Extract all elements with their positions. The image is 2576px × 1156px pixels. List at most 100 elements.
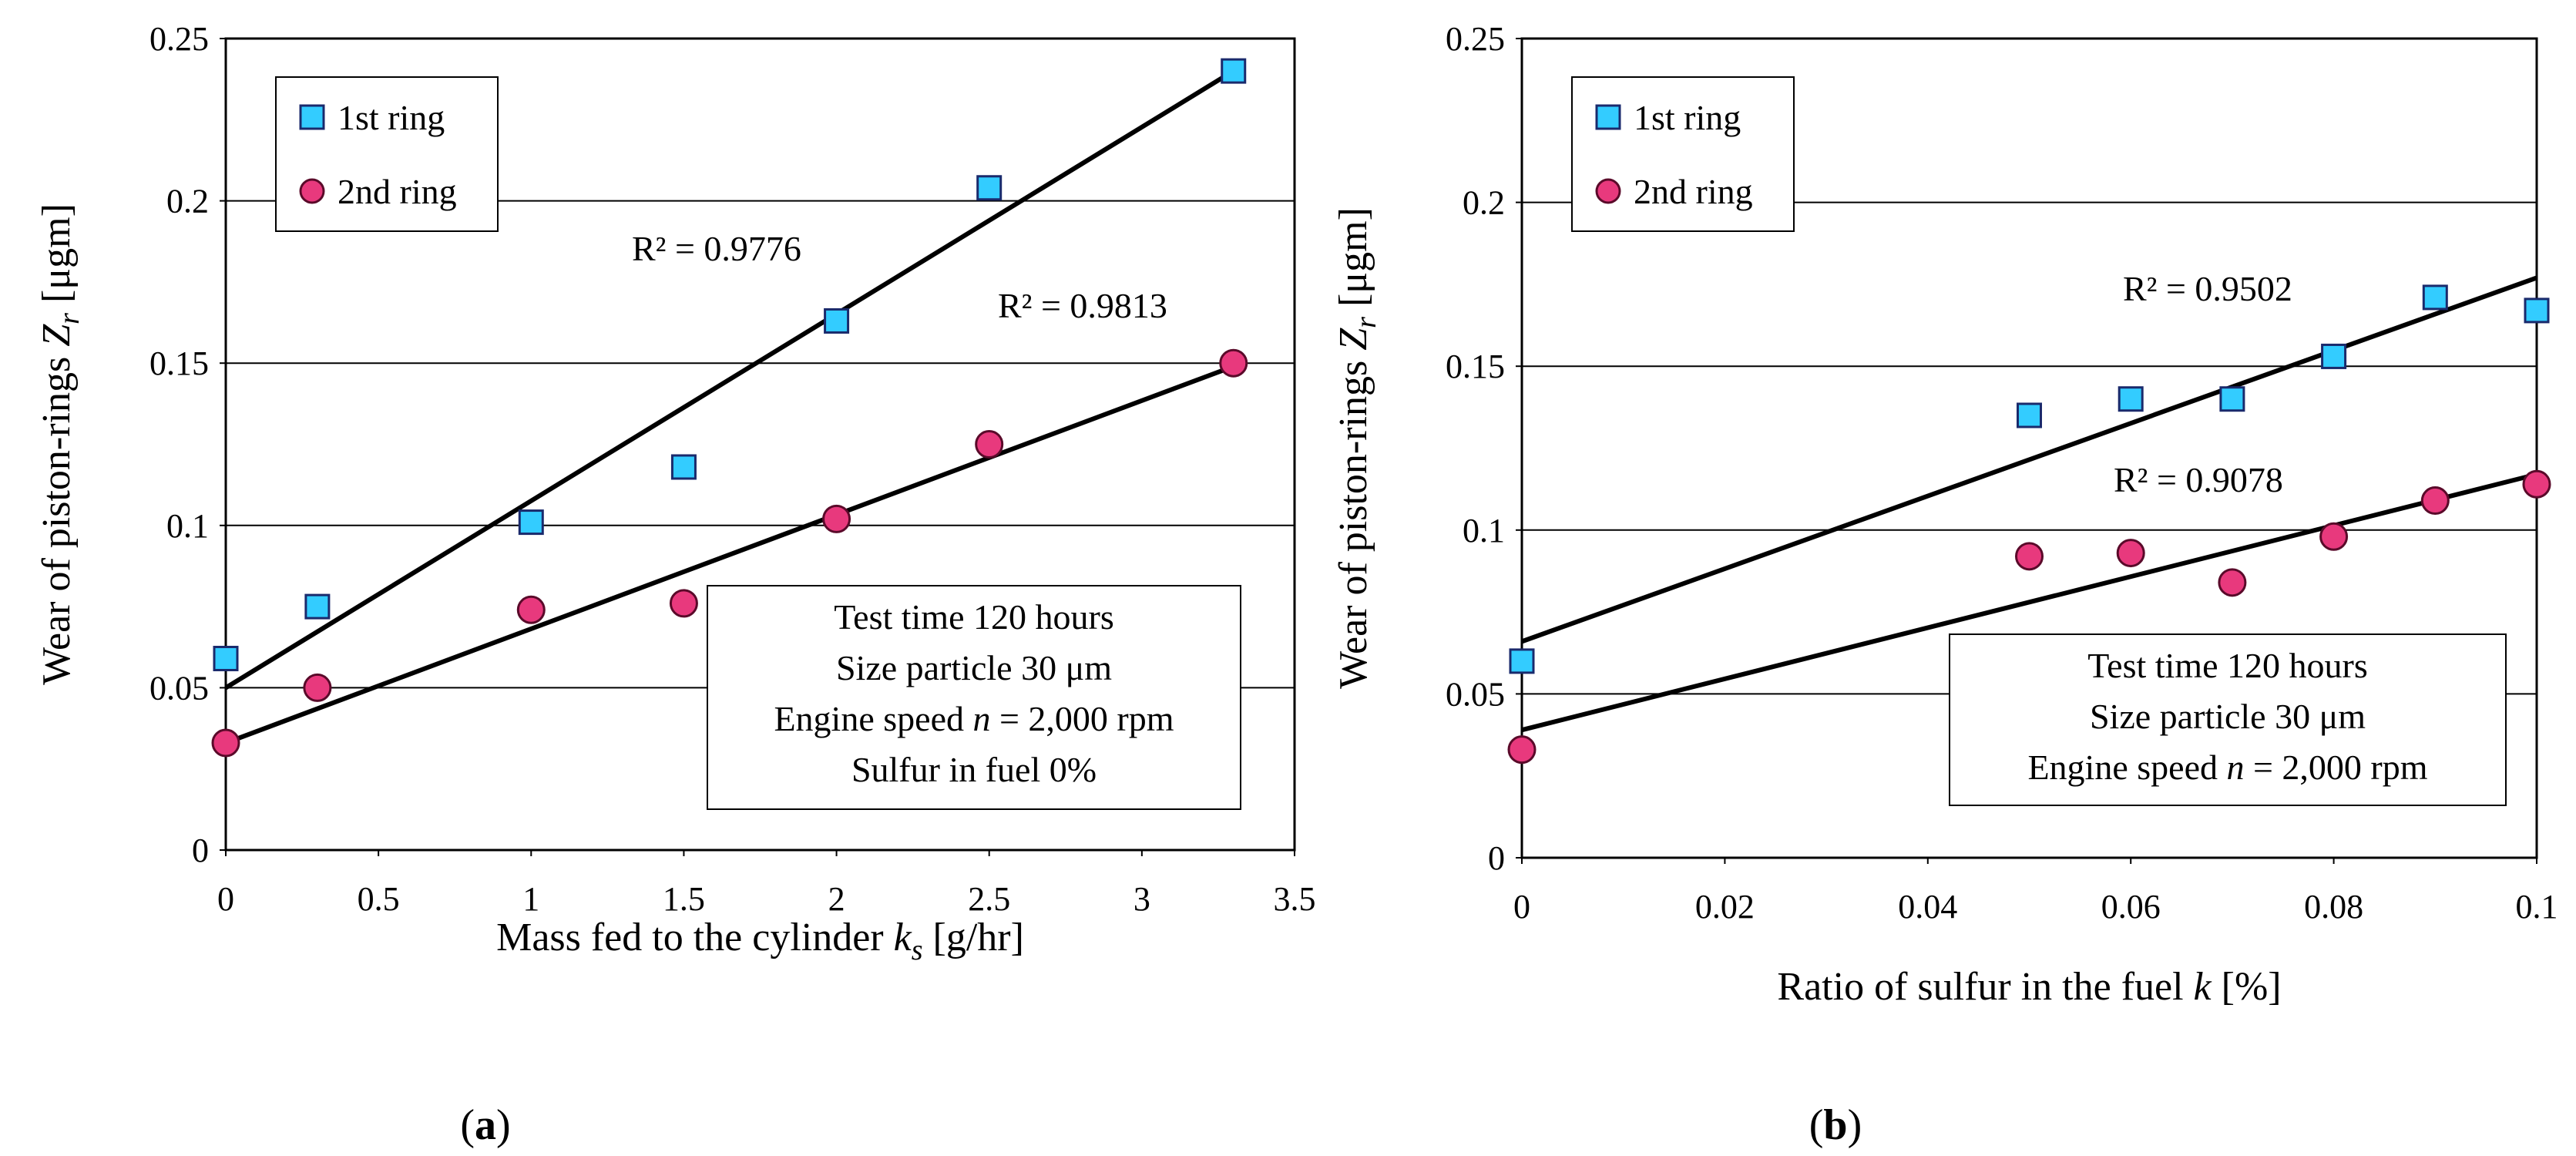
annotation-box (707, 585, 1241, 810)
x-tick-label: 0.08 (2304, 888, 2363, 926)
x-axis-label: Ratio of sulfur in the fuel k [%] (1777, 965, 2281, 1009)
y-tick-label: 0.25 (1446, 20, 1505, 58)
data-point-2nd-ring (1219, 348, 1248, 378)
trendline-1st-ring (1520, 275, 2538, 644)
x-axis-label-sub: s (912, 934, 923, 966)
y-axis-label-main: Wear of piston-rings (35, 347, 79, 685)
y-tick-label: 0 (192, 832, 209, 869)
y-axis-label-main: Wear of piston-rings (1332, 351, 1375, 689)
legend-label: 2nd ring (338, 172, 457, 211)
y-axis-label-var: Z (1332, 328, 1375, 351)
r-squared-label: R² = 0.9502 (2123, 269, 2292, 308)
x-axis-label-var: k (2194, 965, 2212, 1009)
y-axis-label-sub: r (53, 313, 86, 324)
panel-label: (a) (460, 1101, 510, 1149)
data-point-1st-ring (304, 593, 331, 620)
data-point-1st-ring (2524, 297, 2550, 324)
y-tick-label: 0 (1488, 839, 1505, 877)
data-point-2nd-ring (2420, 486, 2450, 516)
data-point-1st-ring (2422, 284, 2448, 311)
data-point-1st-ring (824, 307, 850, 334)
x-axis-label-unit: [%] (2212, 965, 2282, 1009)
r-squared-label: R² = 0.9813 (998, 286, 1167, 325)
data-point-1st-ring (976, 175, 1003, 201)
data-point-2nd-ring (2522, 469, 2551, 499)
annotation-line: Size particle 30 μm (836, 648, 1112, 687)
panel-label: (b) (1809, 1101, 1862, 1149)
annotation-line: Test time 120 hours (2087, 646, 2367, 685)
panel-label-close: ) (1848, 1101, 1862, 1149)
trendline-2nd-ring (224, 364, 1234, 745)
x-tick-label: 0 (1513, 888, 1530, 926)
data-point-1st-ring (670, 454, 697, 480)
y-axis-label: Wear of piston-rings Zr [μgm] (1332, 207, 1382, 689)
x-tick-label: 0.06 (2101, 888, 2161, 926)
legend-box (275, 76, 499, 232)
annotation-line: Sulfur in fuel 0% (851, 750, 1097, 789)
r-squared-label: R² = 0.9776 (632, 229, 801, 268)
x-tick-label: 0.1 (2516, 888, 2558, 926)
y-tick-label: 0.15 (149, 344, 209, 382)
y-axis-label-unit: [μgm] (1332, 207, 1375, 317)
data-point-2nd-ring (1507, 735, 1537, 765)
panel-label-letter: b (1823, 1101, 1847, 1149)
legend-circle-marker (299, 178, 325, 204)
x-tick-label: 2 (828, 880, 845, 918)
panel-label-open: ( (1809, 1101, 1824, 1149)
annotation-line: Engine speed n = 2,000 rpm (2027, 748, 2427, 787)
annotation-text: Engine speed (2027, 748, 2226, 787)
annotation-var: n (972, 699, 990, 738)
legend-label: 1st ring (338, 98, 445, 137)
annotation-text: Engine speed (774, 699, 972, 738)
x-tick-label: 1.5 (663, 880, 705, 918)
y-tick-label: 0.05 (149, 669, 209, 707)
legend-label: 1st ring (1634, 98, 1741, 137)
chart-panel-a: 0 0.05 0.1 0.15 0.2 0.25 0 0.5 1 1.5 2 2.5 3 3.5 Mass … (35, 20, 1316, 1149)
annotation-text: = 2,000 rpm (2244, 748, 2427, 787)
trendline-1st-ring (224, 69, 1235, 690)
data-point-2nd-ring (2218, 568, 2247, 597)
plot-area-frame (224, 37, 1296, 852)
panel-label-close: ) (496, 1101, 511, 1149)
legend-square-marker (1595, 104, 1621, 130)
y-tick-label: 0.25 (149, 20, 209, 58)
x-tick-label: 1 (522, 880, 539, 918)
data-point-1st-ring (1509, 648, 1535, 674)
y-tick-label: 0.1 (166, 507, 209, 545)
data-point-2nd-ring (2015, 542, 2044, 571)
data-point-1st-ring (1221, 58, 1247, 84)
trendline-2nd-ring (1521, 472, 2537, 733)
y-tick-label: 0.2 (1463, 184, 1505, 222)
legend-circle-marker (1595, 178, 1621, 204)
y-axis-label-sub: r (1350, 317, 1382, 328)
data-point-1st-ring (2219, 386, 2245, 412)
x-tick-label: 3.5 (1274, 880, 1316, 918)
annotation-var: n (2226, 748, 2244, 787)
annotation-line: Test time 120 hours (834, 597, 1113, 637)
data-point-2nd-ring (822, 504, 851, 533)
legend-box (1571, 76, 1795, 232)
y-axis-label: Wear of piston-rings Zr [μgm] (35, 203, 86, 685)
x-axis-label-unit: [g/hr] (923, 916, 1024, 959)
x-tick-label: 0.02 (1695, 888, 1755, 926)
data-point-1st-ring (518, 509, 544, 536)
panel-label-letter: a (475, 1101, 496, 1149)
data-point-2nd-ring (211, 728, 240, 758)
legend-label: 2nd ring (1634, 172, 1753, 211)
x-axis-label-var: k (894, 916, 912, 959)
data-point-2nd-ring (516, 595, 546, 624)
panel-label-open: ( (460, 1101, 475, 1149)
y-tick-label: 0.1 (1463, 512, 1505, 549)
x-tick-label: 0.5 (358, 880, 400, 918)
annotation-text: = 2,000 rpm (990, 699, 1174, 738)
y-tick-label: 0.15 (1446, 348, 1505, 385)
chart-panel-b: 0 0.05 0.1 0.15 0.2 0.25 0 0.02 0.04 0.06 0.08 0.1 R… (1332, 20, 2558, 1149)
r-squared-label: R² = 0.9078 (2114, 460, 2283, 499)
data-point-1st-ring (2321, 343, 2347, 369)
x-tick-label: 0 (217, 880, 234, 918)
data-point-2nd-ring (2116, 539, 2145, 568)
y-axis-label-unit: [μgm] (35, 203, 79, 313)
data-point-1st-ring (213, 645, 239, 671)
plot-area-frame (1520, 37, 2538, 859)
